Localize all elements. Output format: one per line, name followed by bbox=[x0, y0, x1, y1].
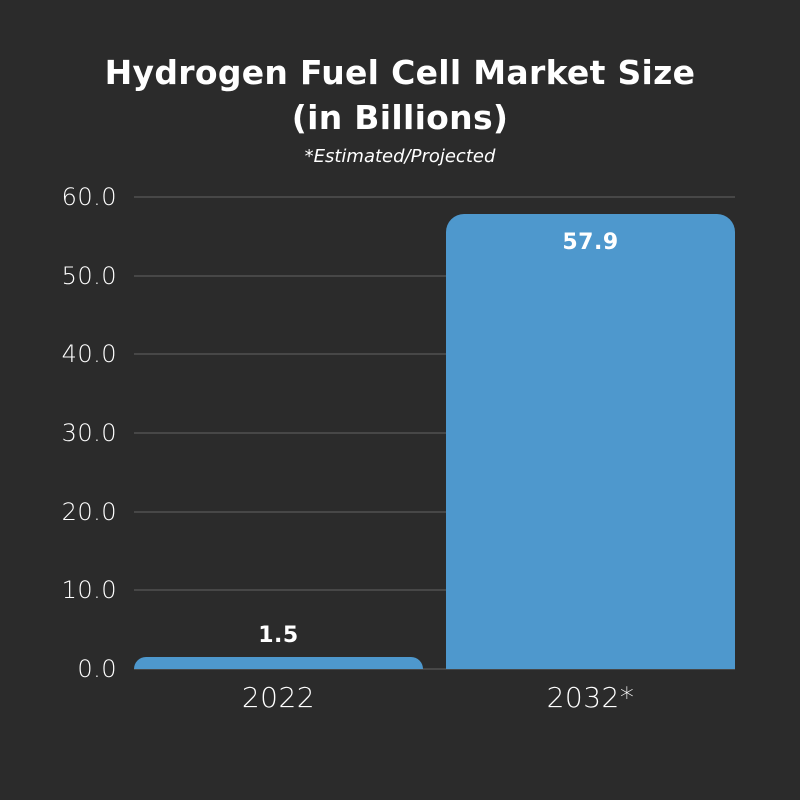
y-tick-label-50.0: 50.0 bbox=[61, 261, 117, 290]
gridline-40.0 bbox=[134, 353, 735, 356]
bar-value-label-2022: 1.5 bbox=[258, 623, 299, 649]
chart-subtitle: *Estimated/Projected bbox=[304, 146, 496, 167]
chart-title-line1: Hydrogen Fuel Cell Market Size bbox=[104, 53, 696, 92]
bar-value-label-2032*: 57.9 bbox=[562, 229, 619, 255]
gridline-60.0 bbox=[134, 196, 735, 198]
x-tick-label-2032*: 2032* bbox=[546, 681, 635, 714]
gridline-10.0 bbox=[134, 589, 735, 592]
gridline-50.0 bbox=[134, 274, 735, 277]
gridline-30.0 bbox=[134, 432, 735, 434]
gridline-0.0 bbox=[134, 668, 735, 670]
y-tick-label-60.0: 60.0 bbox=[61, 183, 117, 211]
x-tick-label-2022: 2022 bbox=[241, 681, 316, 714]
plot-area: 0.0 10.0 20.0 30.0 40.0 50.0 60.0 1.5 2022 57.9 2… bbox=[62, 183, 735, 714]
y-tick-label-40.0: 40.0 bbox=[61, 340, 117, 369]
gridline-20.0 bbox=[134, 510, 735, 513]
bar-2022 bbox=[134, 657, 423, 669]
chart-title-line2: (in Billions) bbox=[291, 98, 509, 137]
y-tick-label-30.0: 30.0 bbox=[61, 419, 117, 447]
bar-2032* bbox=[446, 213, 735, 669]
y-tick-label-20.0: 20.0 bbox=[61, 497, 117, 526]
y-tick-label-10.0: 10.0 bbox=[61, 576, 117, 605]
chart-title: Hydrogen Fuel Cell Market Size (in Billi… bbox=[0, 50, 800, 140]
y-tick-label-0.0: 0.0 bbox=[77, 655, 117, 683]
